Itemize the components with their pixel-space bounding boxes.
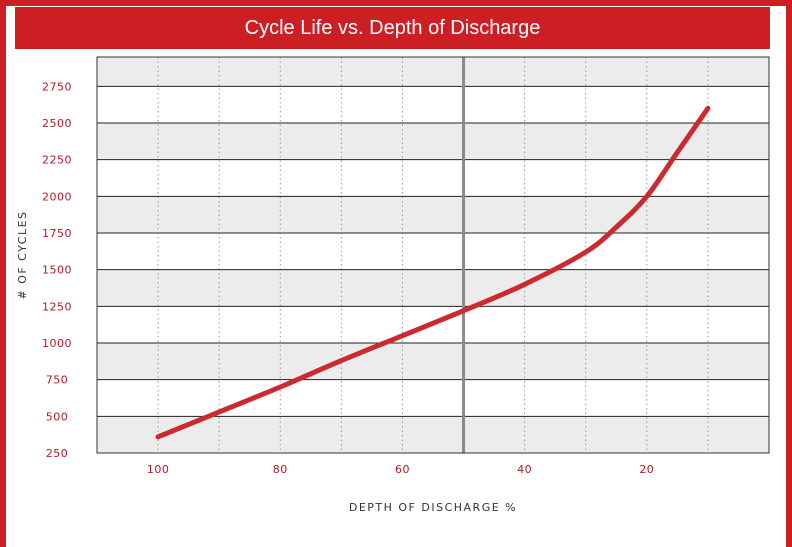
y-tick-label: 2750 — [42, 80, 72, 93]
plot-band — [97, 57, 769, 87]
plot-band — [97, 86, 769, 123]
y-tick-label: 500 — [46, 410, 69, 423]
x-tick-label: 20 — [639, 463, 654, 476]
y-tick-label: 2500 — [42, 117, 72, 130]
plot-band — [97, 233, 769, 270]
x-tick-labels: 100 80 60 40 20 — [147, 463, 654, 476]
y-tick-labels: 250 500 750 1000 1250 1500 1750 2000 2250 2500 275… — [42, 80, 72, 460]
plot-band — [97, 379, 769, 417]
plot-border — [96, 56, 770, 454]
y-tick-label: 1000 — [42, 337, 72, 350]
y-tick-label: 1500 — [42, 264, 72, 277]
x-tick-label: 80 — [273, 463, 288, 476]
y-tick-label: 750 — [46, 374, 69, 387]
y-tick-label: 1750 — [42, 227, 72, 240]
series-line — [155, 105, 711, 440]
y-tick-label: 1250 — [42, 300, 72, 313]
x-tick-label: 60 — [395, 463, 410, 476]
x-tick-label: 100 — [147, 463, 170, 476]
plot-band — [97, 416, 769, 453]
plot-band — [97, 269, 769, 307]
y-tick-label: 2250 — [42, 154, 72, 167]
plot-band — [97, 123, 769, 160]
plot-band — [97, 159, 769, 197]
chart-title: Cycle Life vs. Depth of Discharge — [15, 7, 770, 49]
y-axis-label: # OF CYCLES — [16, 210, 29, 299]
y-tick-label: 250 — [46, 447, 69, 460]
plot-band — [97, 196, 769, 233]
x-axis-label: DEPTH OF DISCHARGE % — [349, 501, 517, 514]
x-tick-label: 40 — [517, 463, 532, 476]
y-tick-label: 2000 — [42, 190, 72, 203]
series-group — [155, 105, 711, 440]
plot-bands — [97, 57, 769, 453]
plot-band — [97, 343, 769, 380]
